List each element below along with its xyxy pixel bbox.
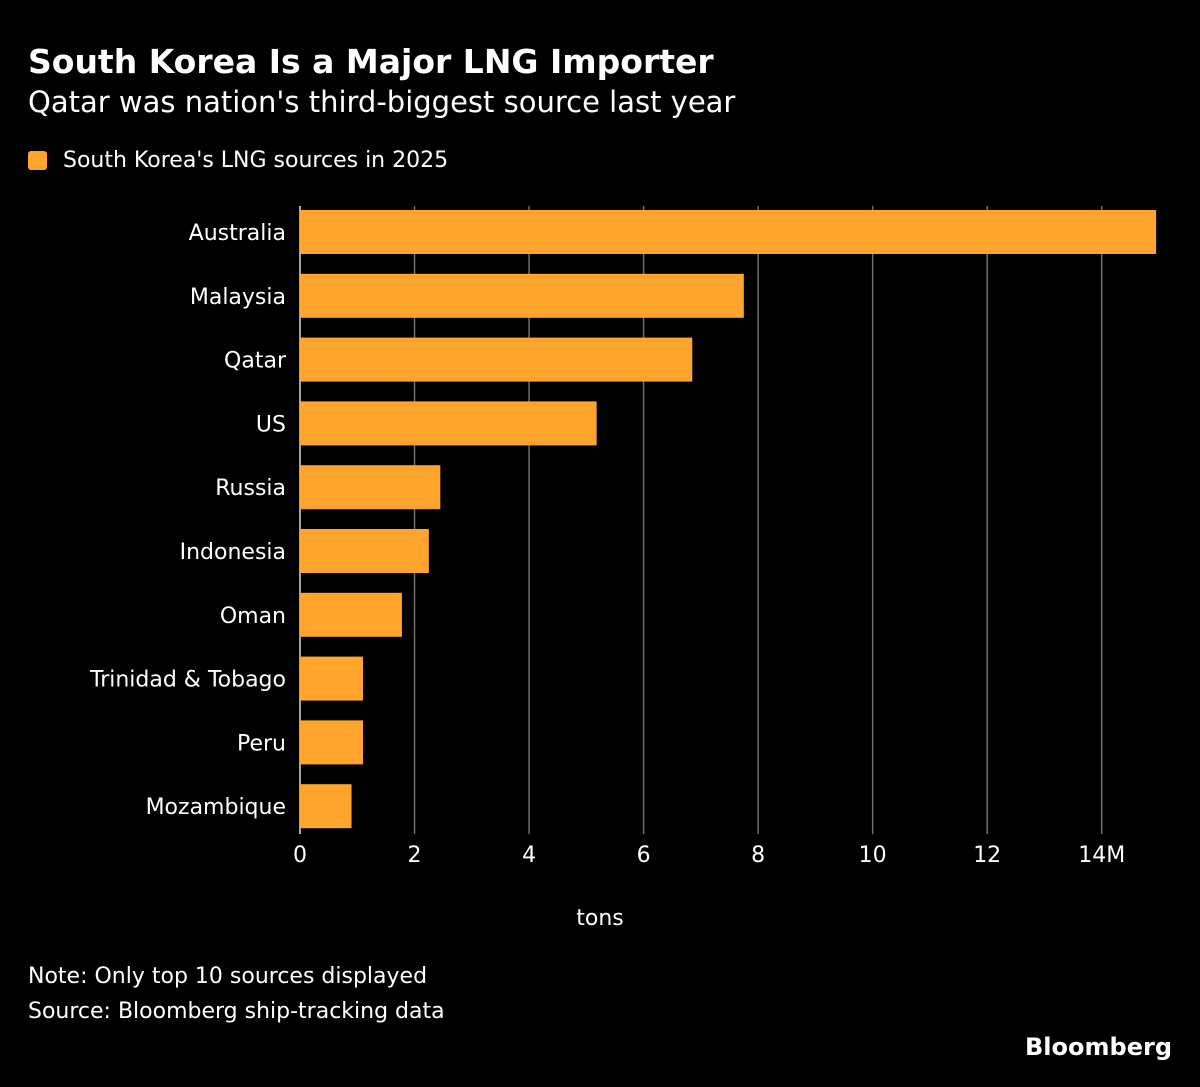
bar-chart: Australia Malaysia Qatar US Russia Indonesia O… bbox=[89, 206, 1157, 868]
x-tick-label: 2 bbox=[408, 843, 422, 868]
bar bbox=[300, 337, 693, 382]
x-axis-label: tons bbox=[576, 906, 624, 931]
bar bbox=[300, 656, 363, 701]
bar bbox=[300, 720, 363, 765]
x-tick-label: 10 bbox=[859, 843, 887, 868]
bloomberg-logo: Bloomberg bbox=[1025, 1033, 1172, 1061]
bar bbox=[300, 529, 429, 573]
category-labels: Australia Malaysia Qatar US Russia Indonesia O… bbox=[89, 221, 287, 820]
x-tick-label: 14M bbox=[1078, 843, 1125, 868]
bars bbox=[300, 210, 1157, 829]
x-tick-label: 4 bbox=[522, 843, 536, 868]
category-label: Qatar bbox=[224, 349, 287, 374]
x-tick-label: 12 bbox=[973, 843, 1001, 868]
category-label: Trinidad & Tobago bbox=[89, 668, 286, 693]
category-label: Russia bbox=[215, 476, 286, 501]
legend: South Korea's LNG sources in 2025 bbox=[28, 144, 448, 176]
category-label: Oman bbox=[220, 604, 286, 629]
bar bbox=[300, 401, 597, 446]
category-label: Peru bbox=[237, 731, 286, 756]
bar bbox=[300, 592, 402, 637]
category-label: Malaysia bbox=[190, 285, 286, 310]
bar bbox=[300, 273, 744, 318]
bar bbox=[300, 784, 352, 829]
legend-swatch bbox=[28, 150, 47, 170]
x-tick-label: 0 bbox=[293, 843, 307, 868]
chart-subtitle: Qatar was nation's third-biggest source … bbox=[28, 85, 736, 119]
footnote: Note: Only top 10 sources displayed bbox=[28, 964, 428, 989]
chart-title: South Korea Is a Major LNG Importer bbox=[28, 42, 714, 81]
bar bbox=[300, 465, 441, 510]
source-note: Source: Bloomberg ship-tracking data bbox=[28, 999, 445, 1024]
x-tick-label: 8 bbox=[751, 843, 765, 868]
bar bbox=[300, 210, 1157, 254]
category-label: Australia bbox=[189, 221, 286, 246]
legend-label: South Korea's LNG sources in 2025 bbox=[63, 147, 449, 173]
x-tick-labels: 0 2 4 6 8 10 12 14M bbox=[293, 843, 1125, 868]
category-label: Mozambique bbox=[146, 795, 286, 820]
x-tick-label: 6 bbox=[637, 843, 651, 868]
category-label: US bbox=[256, 412, 286, 437]
category-label: Indonesia bbox=[180, 540, 286, 565]
